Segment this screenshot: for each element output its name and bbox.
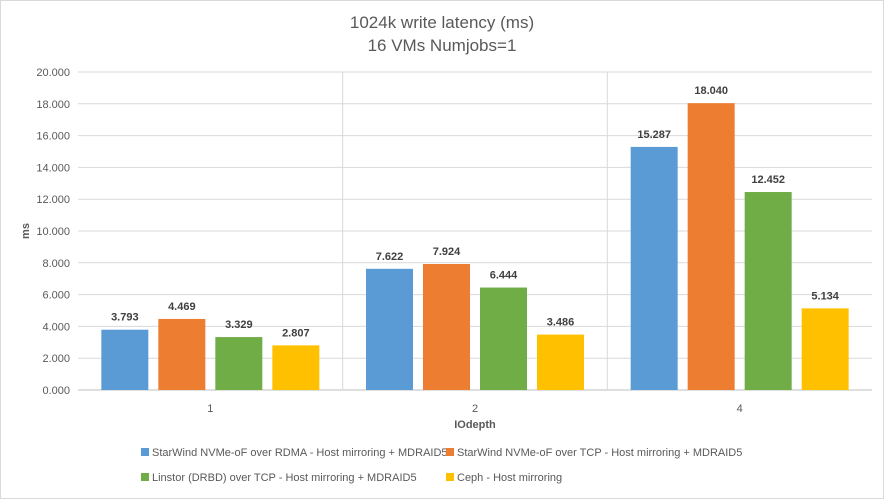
- data-label: 7.622: [376, 251, 404, 263]
- bar: [480, 287, 527, 390]
- legend-swatch: [446, 448, 454, 456]
- y-tick-label: 6.000: [42, 290, 70, 302]
- legend-swatch: [141, 448, 149, 456]
- data-label: 7.924: [433, 246, 461, 258]
- data-label: 12.452: [751, 174, 785, 186]
- chart-title-line-2: 16 VMs Numjobs=1: [368, 36, 517, 55]
- gridlines: [78, 71, 872, 391]
- y-tick-label: 2.000: [42, 353, 70, 365]
- x-tick-label: 1: [207, 403, 213, 415]
- y-tick-label: 20.000: [36, 67, 70, 79]
- y-tick-label: 14.000: [36, 162, 70, 174]
- bar: [101, 329, 149, 390]
- legend-item: StarWind NVMe-oF over RDMA - Host mirror…: [141, 447, 448, 459]
- chart-title-line-1: 1024k write latency (ms): [350, 13, 534, 32]
- x-axis-title: IOdepth: [454, 419, 496, 431]
- legend-label: StarWind NVMe-oF over TCP - Host mirrori…: [457, 447, 742, 459]
- bar: [744, 192, 792, 390]
- bar: [801, 308, 849, 390]
- y-axis-ticks: 0.000 2.000 4.000 6.000 8.000 10.000 12.000 14.…: [36, 67, 70, 397]
- bar: [215, 337, 263, 390]
- y-tick-label: 4.000: [42, 321, 70, 333]
- data-label: 18.040: [694, 85, 728, 97]
- legend-label: Linstor (DRBD) over TCP - Host mirroring…: [152, 472, 417, 484]
- legend-label: Ceph - Host mirroring: [457, 472, 562, 484]
- legend-item: Ceph - Host mirroring: [446, 472, 562, 484]
- y-tick-label: 16.000: [36, 131, 70, 143]
- y-tick-label: 8.000: [42, 258, 70, 270]
- data-label: 3.486: [547, 317, 575, 329]
- y-tick-label: 0.000: [42, 385, 70, 397]
- y-tick-label: 18.000: [36, 99, 70, 111]
- legend-item: Linstor (DRBD) over TCP - Host mirroring…: [141, 472, 417, 484]
- bar: [158, 318, 206, 390]
- legend-swatch: [141, 473, 149, 481]
- legend-item: StarWind NVMe-oF over TCP - Host mirrori…: [446, 447, 742, 459]
- x-tick-label: 2: [472, 403, 478, 415]
- y-tick-label: 12.000: [36, 194, 70, 206]
- data-labels: 3.793 4.469 3.329 2.807 7.622 7.924 6.444 3.486…: [111, 85, 840, 339]
- bar: [687, 103, 735, 390]
- bar: [537, 334, 584, 390]
- bar: [272, 345, 320, 390]
- data-label: 2.807: [282, 327, 310, 339]
- legend: StarWind NVMe-oF over RDMA - Host mirror…: [141, 447, 742, 484]
- y-tick-label: 10.000: [36, 226, 70, 238]
- data-label: 15.287: [637, 129, 671, 141]
- legend-label: StarWind NVMe-oF over RDMA - Host mirror…: [152, 447, 448, 459]
- bar: [423, 264, 470, 390]
- legend-swatch: [446, 473, 454, 481]
- x-axis-ticks: 1 2 4: [207, 403, 742, 415]
- bars: [101, 103, 849, 390]
- x-tick-label: 4: [737, 403, 743, 415]
- bar: [630, 146, 678, 390]
- data-label: 3.329: [225, 319, 253, 331]
- y-axis-title: ms: [20, 223, 32, 239]
- data-label: 3.793: [111, 312, 139, 324]
- data-label: 5.134: [811, 290, 839, 302]
- bar: [366, 268, 413, 390]
- data-label: 4.469: [168, 301, 196, 313]
- data-label: 6.444: [490, 270, 518, 282]
